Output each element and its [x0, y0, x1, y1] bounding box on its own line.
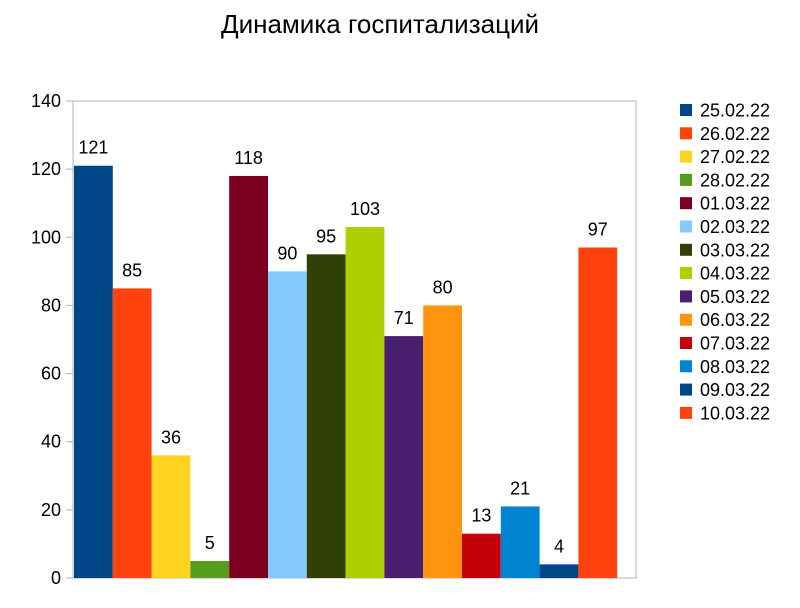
legend-label: 25.02.22 — [700, 101, 770, 121]
data-label: 5 — [205, 533, 215, 553]
y-tick-label: 140 — [31, 91, 61, 111]
legend-swatch — [680, 173, 692, 186]
chart-title: Динамика госпитализаций — [221, 9, 539, 39]
data-label: 13 — [471, 506, 491, 526]
legend-label: 08.03.22 — [700, 357, 770, 377]
bar — [306, 254, 346, 579]
legend-swatch — [680, 220, 692, 233]
data-label: 95 — [316, 226, 336, 246]
legend-label: 06.03.22 — [700, 310, 770, 330]
legend-swatch — [680, 104, 692, 116]
legend-label: 27.02.22 — [700, 147, 770, 167]
bar — [190, 560, 230, 578]
bar — [539, 564, 579, 578]
y-tick-label: 0 — [51, 568, 61, 588]
bar — [112, 288, 152, 578]
bars — [74, 165, 618, 579]
legend-swatch — [680, 127, 692, 140]
bar — [462, 533, 501, 578]
legend-label: 02.03.22 — [700, 217, 770, 237]
y-tick-label: 100 — [31, 227, 61, 247]
data-label: 121 — [78, 138, 108, 158]
data-label: 103 — [350, 199, 380, 219]
legend-label: 07.03.22 — [700, 334, 770, 354]
legend-label: 10.03.22 — [700, 403, 770, 423]
legend: 25.02.22 26.02.22 27.02.22 28.02.22 01.03.22… — [680, 101, 770, 423]
data-label: 71 — [394, 308, 414, 328]
y-tick-label: 60 — [41, 364, 61, 384]
bar — [578, 247, 618, 578]
y-tick-label: 120 — [31, 159, 61, 179]
bar — [423, 305, 462, 578]
legend-swatch — [680, 267, 692, 280]
legend-label: 03.03.22 — [700, 240, 770, 260]
bar — [500, 506, 540, 578]
data-label: 118 — [234, 148, 263, 168]
legend-swatch — [680, 337, 692, 349]
legend-label: 26.02.22 — [700, 124, 770, 144]
data-label: 80 — [433, 277, 453, 297]
legend-swatch — [680, 290, 692, 303]
legend-label: 09.03.22 — [700, 380, 770, 400]
legend-swatch — [680, 197, 692, 210]
bar — [345, 227, 385, 579]
bar — [151, 455, 191, 578]
y-tick-label: 40 — [41, 432, 61, 452]
bar — [229, 175, 268, 578]
legend-swatch — [680, 360, 692, 373]
legend-swatch — [680, 406, 692, 419]
legend-swatch — [680, 383, 692, 396]
data-label: 90 — [277, 243, 297, 263]
legend-swatch — [680, 313, 692, 326]
legend-swatch — [680, 150, 692, 163]
legend-label: 28.02.22 — [700, 170, 770, 190]
data-label: 85 — [122, 260, 142, 280]
legend-label: 01.03.22 — [700, 194, 770, 214]
bar — [268, 271, 307, 578]
bar — [384, 336, 424, 578]
data-label: 36 — [161, 427, 181, 447]
legend-swatch — [680, 243, 692, 256]
data-label: 21 — [510, 478, 530, 498]
y-axis: 0 20 40 60 80 100 120 140 — [31, 91, 73, 588]
data-labels: 121 85 36 5 118 90 95 103 71 80 13 21 4 97 — [78, 138, 607, 557]
bar — [74, 165, 113, 578]
y-tick-label: 80 — [41, 295, 61, 315]
data-label: 4 — [554, 536, 564, 556]
data-label: 97 — [588, 220, 608, 240]
y-tick-label: 20 — [41, 500, 61, 520]
legend-label: 04.03.22 — [700, 264, 770, 284]
legend-label: 05.03.22 — [700, 287, 770, 307]
